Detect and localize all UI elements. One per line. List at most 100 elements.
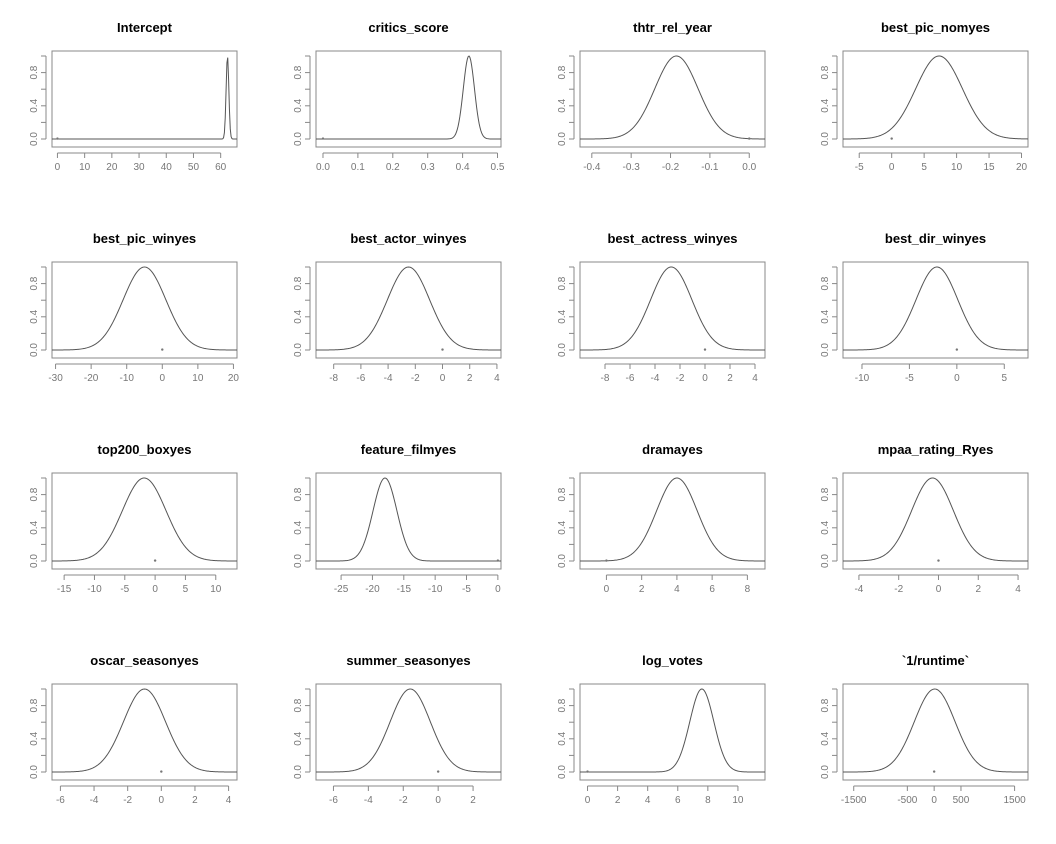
x-tick-label: -2 (676, 373, 685, 384)
x-tick-label: 10 (79, 162, 91, 173)
y-tick-label: 0.0 (557, 554, 568, 568)
x-tick-label: -10 (87, 584, 102, 595)
y-tick-label: 0.4 (293, 98, 304, 112)
plot-frame (51, 472, 238, 570)
density-curve (580, 688, 765, 773)
y-tick-label: 0.0 (29, 765, 40, 779)
x-tick-label: 4 (494, 373, 500, 384)
x-tick-label: -6 (329, 795, 338, 806)
y-tick-label: 0.8 (293, 65, 304, 79)
x-tick-label: -2 (411, 373, 420, 384)
zero-point-marker (890, 137, 893, 140)
plot-frame (51, 50, 238, 148)
x-tick-label: 2 (639, 584, 645, 595)
density-curve (843, 477, 1028, 562)
x-tick-label: 0 (585, 795, 591, 806)
y-tick-label: 0.0 (293, 343, 304, 357)
zero-point-marker (153, 559, 157, 562)
x-tick-label: 2 (615, 795, 621, 806)
density-curve (580, 477, 765, 562)
x-tick-label: 0 (435, 795, 441, 806)
panel-1-runtime: `1/runtime` -1500 -500 0 500 1500 0.0 0.4 0.8 (820, 653, 1029, 806)
y-tick-label: 0.4 (29, 309, 40, 323)
y-tick-label: 0.0 (820, 765, 831, 779)
panel-title: best_dir_winyes (885, 231, 986, 246)
y-tick-label: 0.8 (557, 487, 568, 501)
panel-title: Intercept (117, 20, 173, 35)
x-tick-label: 0 (159, 795, 165, 806)
y-tick-label: 0.4 (29, 520, 40, 534)
x-tick-label: -5 (120, 584, 129, 595)
plot-frame (315, 683, 502, 781)
x-tick-label: 8 (705, 795, 711, 806)
x-tick-label: 2 (192, 795, 198, 806)
x-tick-label: 10 (732, 795, 744, 806)
panel-intercept: Intercept 0 10 20 30 40 50 60 0.0 0.4 0.8 (29, 20, 238, 173)
y-tick-label: 0.0 (29, 554, 40, 568)
x-tick-label: 10 (192, 373, 204, 384)
x-tick-label: 0.5 (491, 162, 505, 173)
y-tick-label: 0.8 (29, 65, 40, 79)
x-tick-label: -10 (855, 373, 870, 384)
x-tick-label: -6 (56, 795, 65, 806)
panel-top200-boxyes: top200_boxyes -15 -10 -5 0 5 10 0.0 0.4 0.8 (29, 442, 238, 595)
panel-best-pic-nomyes: best_pic_nomyes -5 0 5 10 15 20 0.0 0.4 0.8 (820, 20, 1029, 173)
plot-frame (579, 261, 766, 359)
panel-title: summer_seasonyes (346, 653, 470, 668)
y-tick-label: 0.4 (557, 309, 568, 323)
density-curve (316, 477, 501, 562)
zero-point-marker (955, 348, 959, 351)
zero-point-marker (586, 770, 589, 773)
x-tick-label: -2 (123, 795, 132, 806)
zero-point-marker (441, 348, 444, 351)
y-tick-label: 0.4 (820, 520, 831, 534)
y-tick-label: 0.4 (293, 731, 304, 745)
zero-point-marker (496, 559, 500, 562)
y-tick-label: 0.4 (820, 98, 831, 112)
x-tick-label: 40 (161, 162, 173, 173)
density-curve (52, 57, 237, 140)
x-tick-label: 0 (160, 373, 166, 384)
x-tick-label: 0.1 (351, 162, 365, 173)
x-tick-label: 4 (226, 795, 232, 806)
y-tick-label: 0.4 (293, 520, 304, 534)
x-tick-label: 5 (183, 584, 189, 595)
x-tick-label: 0 (604, 584, 610, 595)
density-curve (579, 266, 765, 351)
plot-frame (579, 50, 766, 148)
density-curve (316, 266, 501, 351)
x-tick-label: 0 (440, 373, 446, 384)
y-tick-label: 0.8 (557, 698, 568, 712)
density-curve (52, 266, 237, 351)
panel-best-pic-winyes: best_pic_winyes -30 -20 -10 0 10 20 0.0 0.4 0.8 (29, 231, 239, 384)
x-tick-label: -5 (462, 584, 471, 595)
panel-summer-seasonyes: summer_seasonyes -6 -4 -2 0 2 0.0 0.4 0.8 (293, 653, 502, 806)
x-tick-label: 0.0 (742, 162, 756, 173)
zero-point-marker (932, 770, 936, 773)
x-tick-label: -6 (356, 373, 365, 384)
density-curve (52, 477, 237, 562)
x-tick-label: -4 (384, 373, 393, 384)
density-curve (843, 55, 1029, 140)
x-tick-label: -10 (428, 584, 443, 595)
x-tick-label: 20 (106, 162, 118, 173)
x-tick-label: -8 (329, 373, 338, 384)
y-tick-label: 0.8 (29, 698, 40, 712)
plot-frame (315, 472, 502, 570)
y-tick-label: 0.8 (293, 698, 304, 712)
x-tick-label: 0.4 (456, 162, 470, 173)
x-tick-label: -0.3 (623, 162, 641, 173)
panel-title: best_pic_nomyes (881, 20, 990, 35)
density-curve (843, 266, 1028, 351)
x-tick-label: 0 (702, 373, 708, 384)
x-tick-label: -500 (897, 795, 917, 806)
panel-title: best_actress_winyes (607, 231, 737, 246)
panel-title: critics_score (368, 20, 448, 35)
y-tick-label: 0.0 (557, 132, 568, 146)
x-tick-label: 4 (1015, 584, 1021, 595)
panel-best-dir-winyes: best_dir_winyes -10 -5 0 5 0.0 0.4 0.8 (820, 231, 1029, 384)
x-tick-label: -0.4 (583, 162, 601, 173)
x-tick-label: -15 (57, 584, 72, 595)
x-tick-label: 20 (228, 373, 240, 384)
